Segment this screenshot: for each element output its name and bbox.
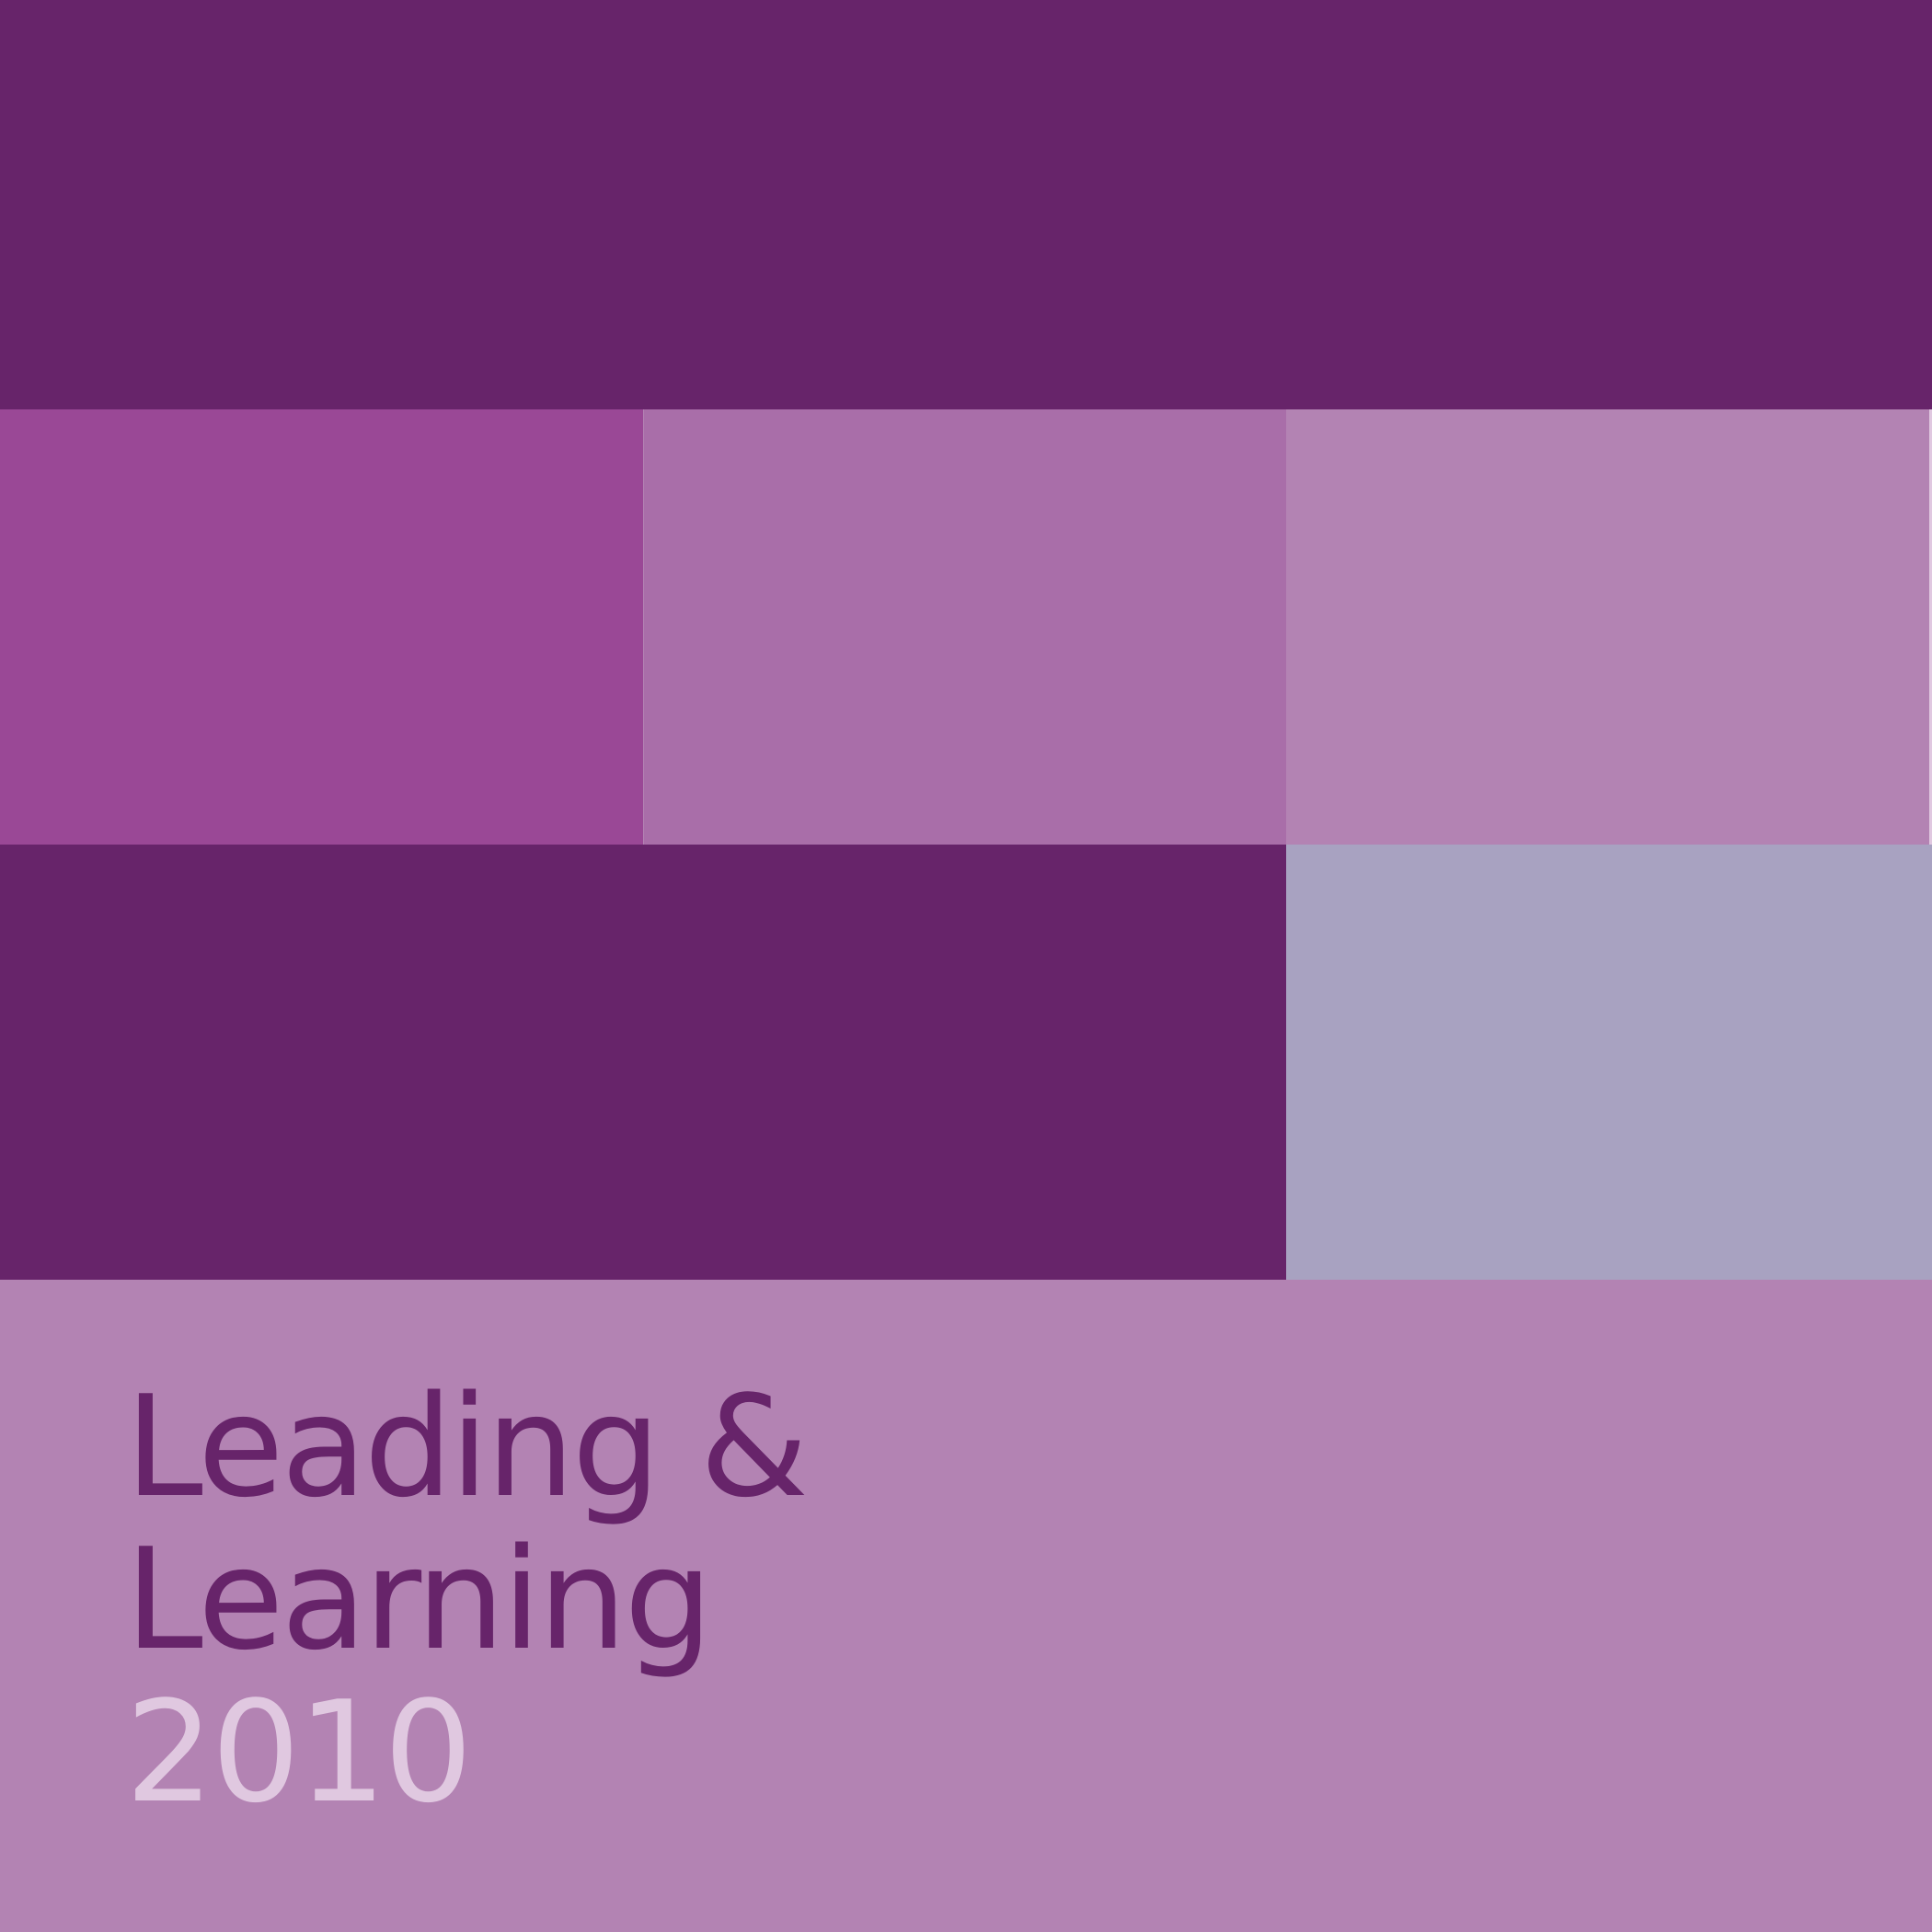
top-color-band xyxy=(0,0,1932,409)
middle-right-edge-strip xyxy=(1929,409,1932,845)
lower-left-color-block xyxy=(0,845,1286,1280)
title-line-leading: Leading & xyxy=(125,1365,809,1528)
middle-left-color-block xyxy=(0,409,643,845)
cover-title: Leading & Learning 2010 xyxy=(125,1365,809,1834)
title-line-learning: Learning xyxy=(125,1518,713,1681)
bottom-title-panel xyxy=(0,1280,1932,1932)
middle-right-color-block xyxy=(1287,409,1929,845)
title-year: 2010 xyxy=(125,1671,473,1834)
lower-right-color-block xyxy=(1286,845,1932,1280)
middle-center-color-block xyxy=(644,409,1286,845)
